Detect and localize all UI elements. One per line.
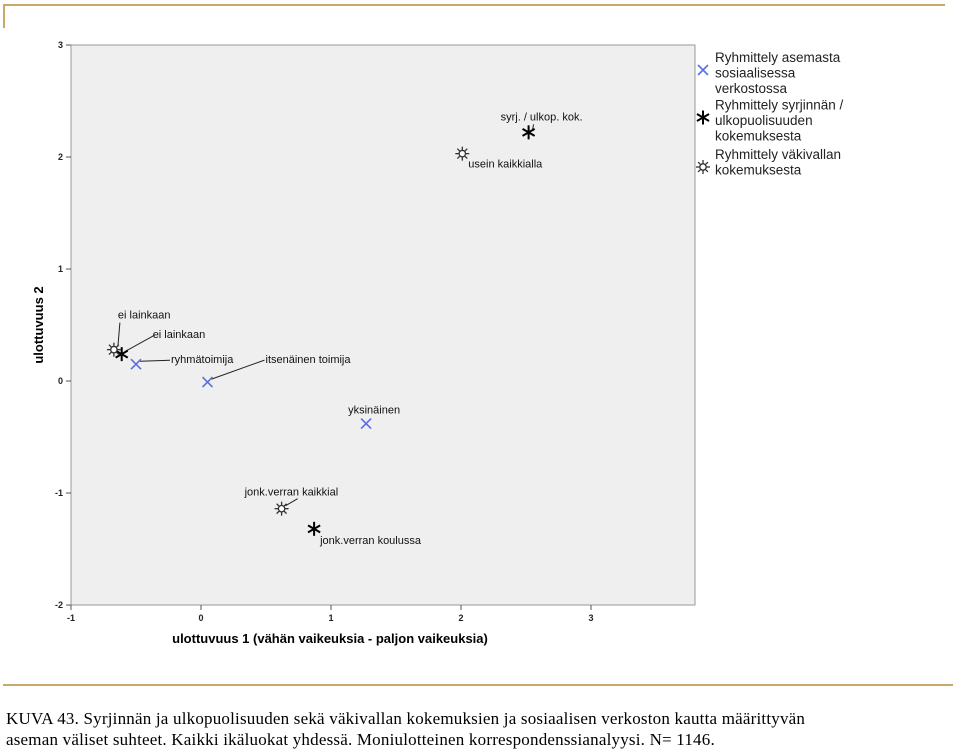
data-point-label: yksinäinen [348,405,400,417]
data-point-label: ei lainkaan [153,329,206,341]
data-point-marker [522,125,536,140]
legend-entry-text: kokemuksesta [715,129,802,144]
top-left-tick [3,4,5,28]
legend-entry-text: Ryhmittely väkivallan [715,147,841,162]
data-point-marker [115,347,129,362]
x-tick-label: 0 [198,613,203,623]
data-point-label: ryhmätoimija [171,354,234,366]
y-axis-label: ulottuvuus 2 [31,286,46,363]
label-leader-line [211,359,265,380]
y-tick-label: 1 [58,264,63,274]
data-point-label: jonk.verran koulussa [319,535,422,547]
x-tick-label: -1 [67,613,75,623]
data-point-label: jonk.verran kaikkial [244,487,339,499]
x-tick-label: 1 [328,613,333,623]
legend-marker [696,110,710,125]
x-axis-label: ulottuvuus 1 (vähän vaikeuksia - paljon … [172,631,488,646]
data-point-label: itsenäinen toimija [266,354,352,366]
bottom-border-line [3,684,953,686]
label-leader-line [139,359,171,362]
caption-line-2: aseman väliset suhteet. Kaikki ikäluokat… [6,730,715,749]
legend-marker [696,160,710,174]
legend-entry-text: ulkopuolisuuden [715,113,813,128]
legend-marker [697,64,709,76]
data-point-marker [455,146,470,161]
label-leader-line [285,498,298,507]
legend-entry-text: kokemuksesta [715,163,802,178]
top-border-line [3,4,945,6]
legend-entry-text: Ryhmittely syrjinnän / [715,98,844,113]
legend-entry-text: verkostossa [715,81,788,96]
caption-line-1: KUVA 43. Syrjinnän ja ulkopuolisuuden se… [6,709,806,728]
figure-caption: KUVA 43. Syrjinnän ja ulkopuolisuuden se… [6,708,956,750]
y-tick-label: 2 [58,152,63,162]
y-tick-label: -2 [55,600,63,610]
y-tick-label: 3 [58,40,63,50]
label-leader-line [117,322,121,347]
data-point-label: usein kaikkialla [468,159,543,171]
x-tick-label: 3 [588,613,593,623]
data-point-label: syrj. / ulkop. kok. [501,111,583,123]
data-point-marker [201,376,214,388]
label-leader-line [532,124,535,130]
data-point-marker [274,501,289,516]
label-leader-line [125,334,155,352]
legend-entry-text: Ryhmittely asemasta [715,50,841,65]
data-point-label: ei lainkaan [118,310,171,322]
data-point-marker [360,417,372,430]
y-tick-label: -1 [55,488,63,498]
data-point-marker [307,521,321,536]
data-point-marker [130,358,142,370]
scatter-chart: -1 0 1 2 3 -2 -1 0 1 2 3 ryhmätoimija itsenäinen to… [31,40,844,646]
x-tick-label: 2 [458,613,463,623]
plot-area [70,44,696,606]
data-point-marker [106,342,121,357]
legend-entry-text: sosiaalisessa [715,66,796,81]
y-tick-label: 0 [58,376,63,386]
